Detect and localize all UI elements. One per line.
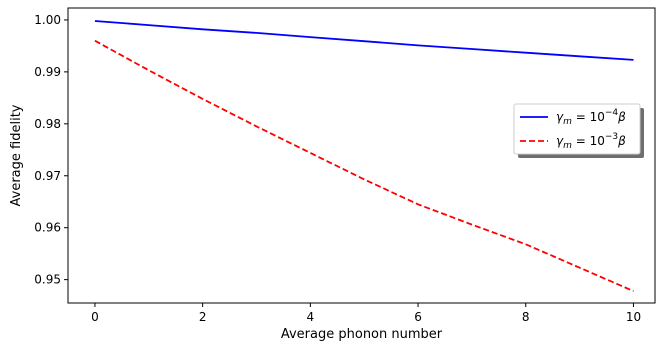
x-axis-ticks: 0 2 4 6 8 10 xyxy=(91,303,641,324)
y-tick-label: 0.99 xyxy=(34,65,61,79)
y-tick-label: 0.96 xyxy=(34,221,61,235)
x-tick-label: 8 xyxy=(522,310,530,324)
plot-area: 0 2 4 6 8 10 0.95 0.96 0.97 0.98 0.99 1.00 xyxy=(34,7,656,324)
y-tick-label: 0.97 xyxy=(34,169,61,183)
axes-frame xyxy=(67,7,656,304)
legend-label-series-1: γm = 10−4β xyxy=(556,108,626,127)
x-tick-label: 0 xyxy=(91,310,99,324)
y-tick-label: 0.95 xyxy=(34,273,61,287)
y-tick-label: 0.98 xyxy=(34,117,61,131)
x-tick-label: 6 xyxy=(414,310,422,324)
y-tick-label: 1.00 xyxy=(34,13,61,27)
legend-label-series-2: γm = 10−3β xyxy=(556,132,626,151)
x-tick-label: 4 xyxy=(307,310,315,324)
series-line-1 xyxy=(94,20,634,61)
series-layer xyxy=(94,20,634,292)
y-axis-ticks: 0.95 0.96 0.97 0.98 0.99 1.00 xyxy=(34,13,68,287)
legend: γm = 10−4β γm = 10−3β xyxy=(513,103,644,158)
x-tick-label: 10 xyxy=(626,310,641,324)
x-tick-label: 2 xyxy=(199,310,207,324)
x-axis-label: Average phonon number xyxy=(281,327,443,342)
y-axis-label: Average fidelity xyxy=(9,104,24,206)
series-line-2 xyxy=(94,39,634,292)
